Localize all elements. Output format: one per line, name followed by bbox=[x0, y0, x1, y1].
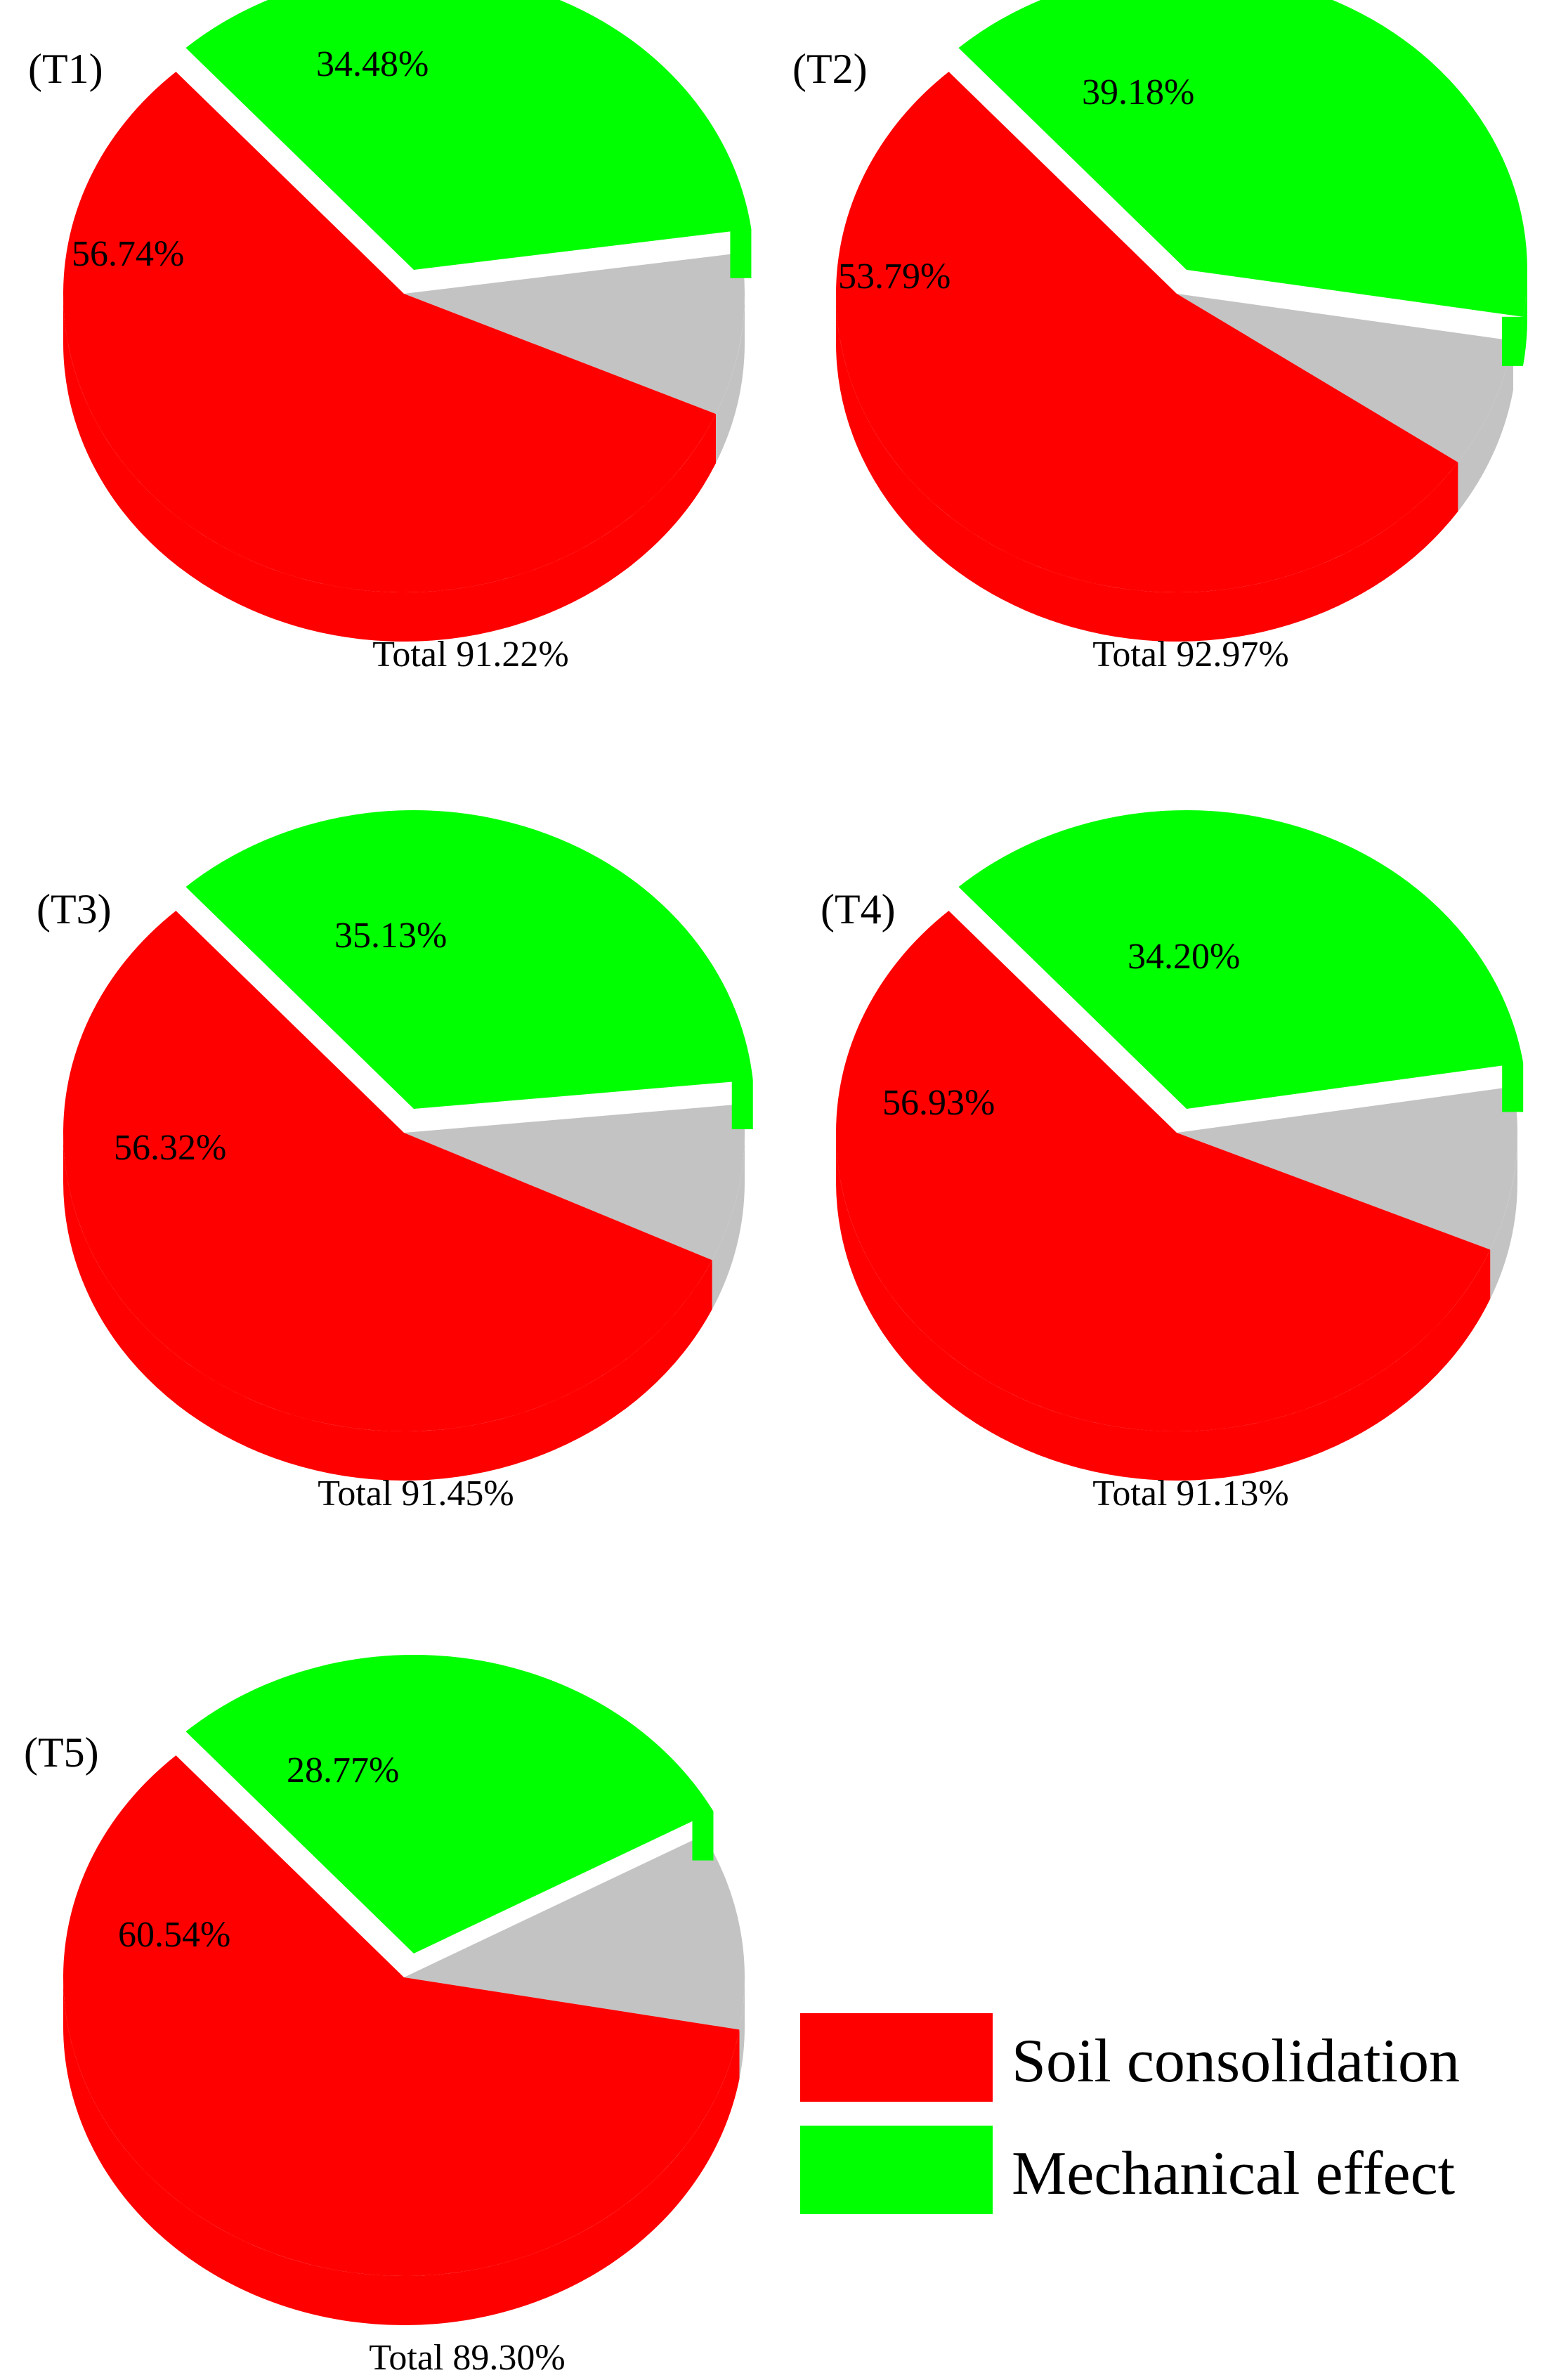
panel-total-label: Total 89.30% bbox=[369, 2338, 565, 2378]
slice-label-soil-consolidation: 53.79% bbox=[838, 256, 951, 297]
pie-slice-mechanical-effect bbox=[958, 809, 1524, 1109]
slice-label-mechanical-effect: 28.77% bbox=[287, 1750, 399, 1790]
slice-label-soil-consolidation: 56.74% bbox=[72, 234, 184, 274]
pie-slice-soil-consolidation-side bbox=[63, 1133, 712, 1481]
pie-slice-soil-consolidation bbox=[63, 1755, 740, 2276]
legend-label-soil-consolidation: Soil consolidation bbox=[1012, 2027, 1460, 2095]
panel-title: (T1) bbox=[28, 46, 103, 92]
pie-panel-4: (T4) 56.93% 34.20% Total 91.13% bbox=[821, 809, 1524, 1514]
panel-title: (T2) bbox=[792, 46, 868, 92]
pie-slice-other-side bbox=[715, 294, 745, 464]
pie-slice-mechanical-effect bbox=[185, 810, 753, 1109]
slice-label-soil-consolidation: 56.93% bbox=[882, 1083, 995, 1123]
legend-label-mechanical-effect: Mechanical effect bbox=[1012, 2140, 1455, 2208]
pie-slice-other-side bbox=[1458, 340, 1513, 512]
pie-panel-3: (T3) 56.32% 35.13% Total 91.45% bbox=[37, 810, 753, 1514]
pie-slice-soil-consolidation bbox=[63, 911, 712, 1432]
pie-slice-soil-consolidation-side bbox=[836, 1133, 1491, 1481]
legend-swatch-mechanical-effect bbox=[796, 2121, 997, 2218]
pie-slice-other-side bbox=[712, 1133, 745, 1310]
pie-slice-soil-consolidation bbox=[63, 72, 716, 592]
pie-panel-1: (T1) 56.74% 34.48% Total 91.22% bbox=[28, 0, 752, 675]
pie-panel-5: (T5) 60.54% 28.77% Total 89.30% bbox=[24, 1654, 745, 2378]
slice-label-mechanical-effect: 39.18% bbox=[1082, 72, 1194, 112]
slice-label-soil-consolidation: 60.54% bbox=[118, 1915, 230, 1955]
pie-slice-mechanical-effect-edge bbox=[692, 1811, 714, 1861]
pie-slice-other bbox=[1177, 1086, 1517, 1250]
pie-slice-soil-consolidation bbox=[836, 72, 1458, 592]
panel-total-label: Total 91.22% bbox=[372, 635, 568, 675]
pie-slice-other bbox=[404, 1835, 745, 2030]
pie-slice-mechanical-effect-edge bbox=[1501, 316, 1523, 366]
pie-slice-mechanical-effect-edge bbox=[1502, 1062, 1524, 1112]
pie-slice-mechanical-effect-edge bbox=[731, 1080, 753, 1130]
legend: Soil consolidation Mechanical effect bbox=[796, 2009, 1460, 2218]
panel-total-label: Total 91.45% bbox=[318, 1474, 514, 1514]
panel-title: (T3) bbox=[37, 886, 112, 932]
pie-slice-other bbox=[404, 252, 745, 415]
pie-slice-soil-consolidation-side bbox=[836, 294, 1458, 642]
panel-total-label: Total 92.97% bbox=[1092, 635, 1288, 675]
slice-label-mechanical-effect: 34.48% bbox=[316, 44, 429, 84]
pie-slice-mechanical-effect-edge bbox=[730, 228, 752, 278]
pie-slice-other-side bbox=[739, 1977, 745, 2079]
pie-slice-soil-consolidation bbox=[836, 911, 1491, 1431]
pie-panel-2: (T2) 53.79% 39.18% Total 92.97% bbox=[792, 0, 1527, 675]
panel-total-label: Total 91.13% bbox=[1092, 1474, 1288, 1514]
panel-title: (T4) bbox=[821, 886, 896, 932]
pie-slice-mechanical-effect bbox=[958, 0, 1527, 317]
slice-label-mechanical-effect: 34.20% bbox=[1128, 937, 1240, 977]
pie-slice-mechanical-effect bbox=[185, 1654, 714, 1953]
slice-label-soil-consolidation: 56.32% bbox=[114, 1128, 226, 1168]
slice-label-mechanical-effect: 35.13% bbox=[334, 916, 447, 956]
pie-slice-other bbox=[1177, 294, 1513, 462]
pie-slice-other-side bbox=[1490, 1133, 1517, 1299]
legend-swatch-soil-consolidation bbox=[796, 2009, 997, 2106]
pie-slice-mechanical-effect bbox=[185, 0, 752, 270]
pie-slice-mechanical-effect-side bbox=[1522, 270, 1527, 366]
pie-slice-soil-consolidation-side bbox=[63, 1977, 740, 2325]
panel-title: (T5) bbox=[24, 1729, 99, 1776]
pie-slice-other bbox=[404, 1104, 745, 1261]
pie-slice-soil-consolidation-side bbox=[63, 294, 716, 642]
